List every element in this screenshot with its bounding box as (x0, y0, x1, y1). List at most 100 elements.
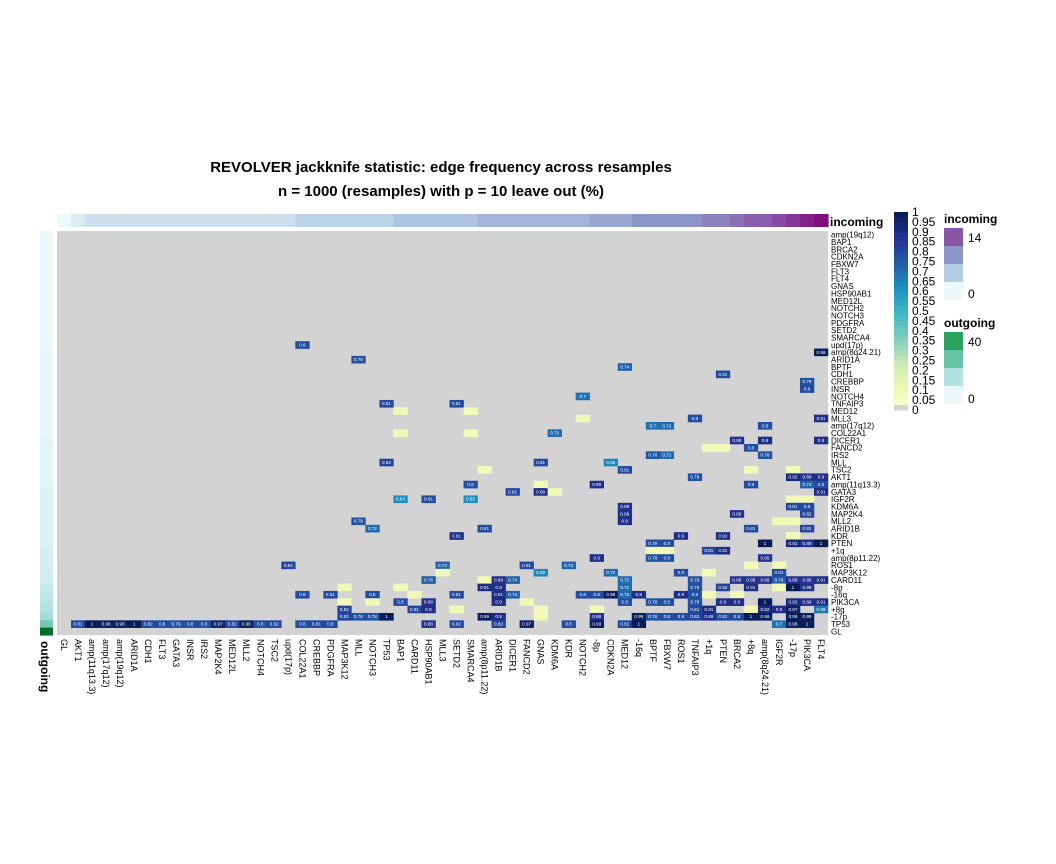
col-label-plus-1q: +1q (704, 639, 714, 654)
colorbar-tick-label: 0.3 (912, 344, 929, 358)
cell-value-label: 0.82 (284, 563, 293, 568)
cell-value-label: 0.99 (592, 622, 601, 627)
outgoing-cell-kdm6a (40, 502, 53, 511)
colorbar-tick-label: 0.45 (912, 314, 936, 328)
heatmap-cell-minus-16q-notch2 (575, 590, 590, 599)
incoming-cell-tp53 (379, 214, 395, 227)
heatmap-cell-fancd2-plus-1q (701, 444, 717, 452)
col-label-card11: CARD11 (409, 639, 419, 674)
heatmap-cell-gata3-gnas (533, 488, 548, 496)
heatmap-cell-map2k4-brca2 (729, 510, 745, 518)
heatmap-cell-pik3ca-amp-8q24-21 (757, 598, 773, 606)
cell-value-label: 0.72 (662, 423, 671, 428)
outgoing-cell-amp-8p11-22 (40, 554, 53, 563)
heatmap-cell-bptf-med12 (617, 363, 633, 371)
cell-value-label: 0.89 (802, 475, 811, 480)
colorbar-segment (894, 320, 908, 327)
outgoing-cell-irs2 (40, 451, 53, 460)
heatmap-cell-minus-16q-med12 (617, 590, 633, 599)
chart-title-line1: REVOLVER jackknife statistic: edge frequ… (210, 159, 672, 176)
incoming-cell-amp-19q12 (113, 214, 128, 227)
outgoing-cell-mll2 (40, 517, 53, 526)
cell-value-label: 1 (385, 614, 388, 619)
heatmap-cell-mll2-med12 (617, 517, 633, 526)
colorbar-tick-label: 0.15 (912, 373, 936, 387)
heatmap-cell-med12-bap1 (393, 407, 408, 415)
cell-value-label: 0.81 (480, 526, 489, 531)
incoming-legend: incoming 14 0 (944, 212, 997, 301)
heatmap-cell-akt1-minus-17p (785, 473, 801, 482)
outgoing-cell-pdgfra (40, 319, 53, 328)
colorbar-tick-label: 0.8 (912, 245, 929, 259)
heatmap-cell-tp53-fancd2 (519, 620, 534, 628)
heatmap-cell-tnfaip3-tp53 (379, 399, 394, 408)
heatmap-cell-minus-17p-pten (715, 612, 731, 621)
row-label-tsc2: TSC2 (831, 466, 852, 475)
row-label-minus-8p: -8p (831, 583, 843, 592)
cell-value-label: 0.78 (760, 453, 769, 458)
row-label-brca2: BRCA2 (831, 245, 858, 254)
incoming-cell-amp-11q13-3 (85, 214, 100, 227)
cell-value-label: 0.65 (536, 570, 545, 575)
outgoing-cell-cdkn2a (40, 253, 53, 261)
incoming-cell-tsc2 (267, 214, 282, 227)
heatmap-cell-minus-17p-mll (351, 612, 366, 621)
cell-value-label: 0.8 (201, 622, 208, 627)
cell-value-label: 1 (820, 541, 823, 546)
outgoing-cell-col22a1 (40, 429, 53, 438)
col-label-insr: INSR (185, 639, 195, 661)
heatmap-cell-card11-med12 (617, 576, 633, 584)
cell-value-label: 0.88 (592, 614, 601, 619)
heatmap-cell-minus-8p-med12 (617, 583, 633, 592)
heatmap-cell-plus-1q-pten (715, 546, 731, 555)
heatmap-cell-pik3ca-pten (715, 598, 731, 606)
outgoing-cell-arid1b (40, 524, 53, 533)
heatmap-cell-igf2r-minus-17p (785, 495, 801, 504)
colorbar-tick-label: 0.2 (912, 363, 929, 377)
col-label-fbxw7: FBXW7 (662, 639, 672, 670)
col-label-tsc2: TSC2 (269, 639, 279, 662)
heatmap-cell-plus-8q-plus-1q (701, 605, 717, 614)
col-label-kdm6a: KDM6A (550, 639, 560, 670)
heatmap-cell-minus-16q-plus-1q (701, 590, 717, 599)
heatmap-cell-kdr-minus-17p (785, 532, 801, 540)
heatmap-cell-amp-8p11-22-bptf (645, 554, 661, 562)
cell-value-label: 0.8 (748, 482, 755, 487)
heatmap-cell-tp53-igf2r (771, 620, 787, 628)
cell-value-label: 0.8 (187, 622, 194, 627)
heatmap-cell-minus-17p-pik3ca (799, 612, 815, 621)
cell-value-label: 0.79 (802, 379, 811, 384)
incoming-cell-tnfaip3 (687, 214, 703, 227)
col-label-kdr: KDR (564, 639, 574, 659)
cell-value-label: 0.81 (326, 592, 335, 597)
colorbar-segment (894, 216, 908, 223)
outgoing-cell-amp-11q13-3 (40, 480, 53, 489)
outgoing-cell-notch2 (40, 304, 53, 313)
heatmap-cell-pten-fbxw7 (659, 539, 675, 548)
cell-value-label: 0.81 (620, 622, 629, 627)
col-label-mll: MLL (353, 639, 363, 657)
cell-value-label: 0.89 (802, 600, 811, 605)
colorbar-segment (894, 271, 908, 277)
cell-value-label: 0.91 (817, 600, 826, 605)
colorbar-segment (894, 400, 908, 406)
incoming-cell-pik3ca (799, 214, 815, 227)
heatmap-cell-plus-8q-tnfaip3 (687, 605, 703, 614)
heatmap-cell-card11-minus-17p (785, 576, 801, 584)
row-label-minus-17p: -17p (831, 613, 848, 622)
heatmap-cell-map3k12-plus-1q (701, 568, 717, 577)
outgoing-cell-cdh1 (40, 370, 53, 379)
cell-value-label: 0.63 (466, 497, 475, 502)
incoming-cell-bap1 (393, 214, 409, 227)
outgoing-cell-fancd2 (40, 444, 53, 452)
cell-value-label: 0.83 (718, 585, 727, 590)
heatmap-cell-minus-17p-amp-8q24-21 (757, 612, 773, 621)
cell-value-label: 0.78 (648, 614, 657, 619)
col-label-flt4: FLT4 (816, 639, 826, 659)
row-label-kdm6a: KDM6A (831, 502, 859, 511)
cell-value-label: 0.9 (622, 519, 629, 524)
heatmap-cell-kdm6a-med12 (617, 502, 633, 511)
heatmap-cell-tp53-amp-19q12 (113, 620, 128, 628)
cell-value-label: 0.81 (382, 401, 391, 406)
